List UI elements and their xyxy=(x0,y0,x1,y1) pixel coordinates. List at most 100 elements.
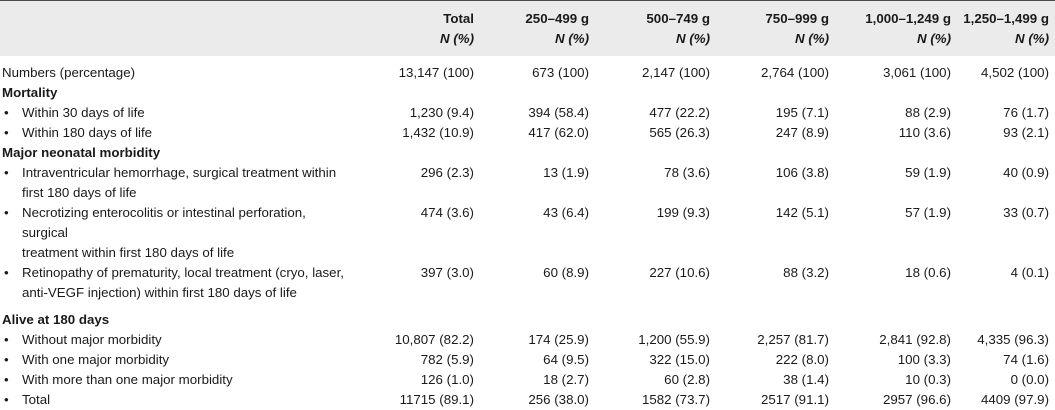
table-row: • With more than one major morbidity 126 … xyxy=(0,370,1055,390)
cell-g3: 2517 (91.1) xyxy=(760,392,829,407)
cell-g4: 59 (1.9) xyxy=(905,165,951,180)
bullet-icon: • xyxy=(4,105,9,120)
cell-g1: 13 (1.9) xyxy=(543,165,589,180)
section-title: Mortality xyxy=(2,85,58,100)
cell-g3: 2,257 (81.7) xyxy=(757,332,829,347)
section-title: Major neonatal morbidity xyxy=(2,145,161,160)
cell-g1: 64 (9.5) xyxy=(543,352,589,367)
section-mortality: Mortality xyxy=(0,83,1055,103)
cell-g3: 142 (5.1) xyxy=(775,205,829,220)
bullet-icon: • xyxy=(4,392,9,407)
cell-g4: 100 (3.3) xyxy=(897,352,951,367)
cell-g2: 2,147 (100) xyxy=(641,65,710,80)
cell-g2: 1,200 (55.9) xyxy=(638,332,710,347)
cell-g1: 60 (8.9) xyxy=(543,265,589,280)
cell-g1: 417 (62.0) xyxy=(528,125,589,140)
section-title: Alive at 180 days xyxy=(2,312,110,327)
header-g3-unit: N (%) xyxy=(795,30,829,46)
cell-g4: 57 (1.9) xyxy=(905,205,951,220)
cell-g2: 227 (10.6) xyxy=(649,265,710,280)
section-morbidity: Major neonatal morbidity xyxy=(0,143,1055,163)
header-g1: 250–499 g N (%) xyxy=(474,1,589,56)
cell-g4: 2957 (96.6) xyxy=(882,392,951,407)
cell-g5: 4,502 (100) xyxy=(980,65,1049,80)
cell-g2: 565 (26.3) xyxy=(649,125,710,140)
row-label-line1: Necrotizing enterocolitis or intestinal … xyxy=(22,205,306,240)
header-label-cell xyxy=(0,1,365,56)
bullet-icon: • xyxy=(4,332,9,347)
cell-g3: 2,764 (100) xyxy=(760,65,829,80)
cell-g5: 74 (1.6) xyxy=(1003,352,1049,367)
header-g4-unit: N (%) xyxy=(917,30,951,46)
cell-g4: 88 (2.9) xyxy=(905,105,951,120)
table-row: • Within 30 days of life 1,230 (9.4) 394 … xyxy=(0,103,1055,123)
cell-g2: 322 (15.0) xyxy=(649,352,710,367)
cell-g5: 40 (0.9) xyxy=(1003,165,1049,180)
header-g1-unit: N (%) xyxy=(555,30,589,46)
table-row: • Intraventricular hemorrhage, surgical t… xyxy=(0,163,1055,203)
cell-total: 397 (3.0) xyxy=(420,265,474,280)
cell-g2: 477 (22.2) xyxy=(649,105,710,120)
cell-g5: 4 (0.1) xyxy=(1010,265,1049,280)
header-total: Total N (%) xyxy=(365,1,474,56)
header-g3-title: 750–999 g xyxy=(765,10,829,26)
table-row: • Necrotizing enterocolitis or intestinal… xyxy=(0,203,1055,263)
row-label-line2: first 180 days of life xyxy=(22,185,137,200)
row-label-line2: anti-VEGF injection) within first 180 da… xyxy=(22,285,297,300)
cell-g4: 3,061 (100) xyxy=(882,65,951,80)
bullet-icon: • xyxy=(4,372,9,387)
bullet-icon: • xyxy=(4,265,9,280)
top-rule xyxy=(0,0,1055,1)
bullet-icon: • xyxy=(4,125,9,140)
cell-g1: 394 (58.4) xyxy=(528,105,589,120)
cell-g3: 38 (1.4) xyxy=(783,372,829,387)
row-label: With more than one major morbidity xyxy=(22,372,233,387)
header-total-unit: N (%) xyxy=(440,30,474,46)
cell-g5: 4,335 (96.3) xyxy=(977,332,1049,347)
row-label: Without major morbidity xyxy=(22,332,162,347)
bullet-icon: • xyxy=(4,352,9,367)
row-label-line1: Intraventricular hemorrhage, surgical tr… xyxy=(22,165,337,180)
header-g5-unit: N (%) xyxy=(1015,30,1049,46)
cell-g1: 18 (2.7) xyxy=(543,372,589,387)
cell-g2: 199 (9.3) xyxy=(656,205,710,220)
cell-g3: 247 (8.9) xyxy=(775,125,829,140)
cell-total: 1,432 (10.9) xyxy=(402,125,474,140)
cell-total: 10,807 (82.2) xyxy=(394,332,474,347)
cell-g4: 10 (0.3) xyxy=(905,372,951,387)
header-total-title: Total xyxy=(443,10,474,26)
cell-g4: 2,841 (92.8) xyxy=(879,332,951,347)
cell-g2: 78 (3.6) xyxy=(664,165,710,180)
cell-g2: 60 (2.8) xyxy=(664,372,710,387)
cell-g3: 106 (3.8) xyxy=(775,165,829,180)
cell-g3: 222 (8.0) xyxy=(775,352,829,367)
row-label-line1: Retinopathy of prematurity, local treatm… xyxy=(22,265,344,280)
cell-total: 296 (2.3) xyxy=(420,165,474,180)
row-label-line2: treatment within first 180 days of life xyxy=(22,245,235,260)
cell-total: 1,230 (9.4) xyxy=(409,105,474,120)
cell-g1: 673 (100) xyxy=(532,65,589,80)
table-row: • Without major morbidity 10,807 (82.2) 1… xyxy=(0,330,1055,350)
cell-g4: 110 (3.6) xyxy=(898,125,951,140)
cell-g5: 33 (0.7) xyxy=(1003,205,1049,220)
header-g2: 500–749 g N (%) xyxy=(589,1,710,56)
cell-g3: 195 (7.1) xyxy=(775,105,829,120)
row-label: Within 180 days of life xyxy=(22,125,153,140)
cell-g3: 88 (3.2) xyxy=(783,265,829,280)
header-g4-title: 1,000–1,249 g xyxy=(865,10,951,26)
row-label: Total xyxy=(22,392,51,407)
bullet-icon: • xyxy=(4,205,9,220)
cell-g5: 0 (0.0) xyxy=(1010,372,1049,387)
header-g2-unit: N (%) xyxy=(676,30,710,46)
cell-total: 11715 (89.1) xyxy=(399,392,474,407)
cell-total: 13,147 (100) xyxy=(398,65,474,80)
cell-g1: 43 (6.4) xyxy=(543,205,589,220)
cell-g5: 76 (1.7) xyxy=(1003,105,1049,120)
header-g2-title: 500–749 g xyxy=(646,10,710,26)
table-row-total: • Total 11715 (89.1) 256 (38.0) 1582 (73.… xyxy=(0,390,1055,410)
header-g1-title: 250–499 g xyxy=(525,10,589,26)
header-g5-title: 1,250–1,499 g xyxy=(963,10,1049,26)
cell-g1: 174 (25.9) xyxy=(528,332,589,347)
